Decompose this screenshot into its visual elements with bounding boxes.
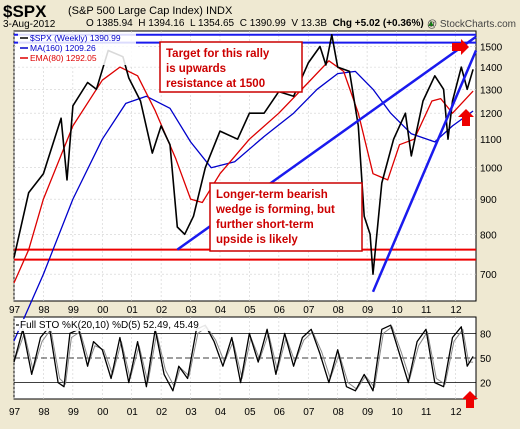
- quote-open: O 1385.94: [86, 18, 133, 29]
- price-x-tick-label: 99: [68, 305, 80, 316]
- sto-x-tick-label: 01: [127, 407, 139, 418]
- sto-x-tick-label: 12: [450, 407, 462, 418]
- price-y-tick-label: 1100: [480, 135, 502, 146]
- sto-x-tick-label: 04: [215, 407, 227, 418]
- sto-x-tick-label: 98: [38, 407, 50, 418]
- price-x-tick-label: 11: [421, 305, 432, 316]
- quote-high: H 1394.16: [138, 18, 185, 29]
- price-y-tick-label: 1000: [480, 164, 503, 175]
- quote-low: L 1354.65: [190, 18, 235, 29]
- legend-entry: EMA(80) 1292.05: [30, 53, 97, 63]
- price-y-tick-label: 1500: [480, 43, 503, 54]
- price-x-tick-label: 12: [450, 305, 462, 316]
- legend-entry: MA(160) 1209.26: [30, 43, 96, 53]
- price-y-tick-label: 700: [480, 270, 497, 281]
- target-annotation-line: Target for this rally: [166, 48, 270, 60]
- price-x-tick-label: 01: [127, 305, 139, 316]
- price-x-tick-label: 04: [215, 305, 227, 316]
- quote-volume: V 13.3B: [291, 18, 327, 29]
- target-annotation-line: is upwards: [166, 63, 226, 75]
- sto-x-tick-label: 10: [392, 407, 404, 418]
- target-annotation-line: resistance at 1500: [166, 78, 265, 90]
- price-x-tick-label: 05: [244, 305, 256, 316]
- price-x-tick-label: 97: [9, 305, 21, 316]
- price-y-tick-label: 900: [480, 195, 497, 206]
- up-arrow-icon: ▲: [426, 18, 436, 28]
- legend-box: [18, 33, 136, 65]
- price-y-tick-label: 800: [480, 230, 497, 241]
- legend-entry: $SPX (Weekly) 1390.99: [30, 33, 121, 43]
- sto-x-tick-label: 07: [303, 407, 315, 418]
- exchange-label: INDX: [206, 5, 233, 17]
- ma-line: [13, 70, 474, 342]
- sto-x-tick-label: 06: [274, 407, 286, 418]
- sto-k-line: [13, 324, 474, 392]
- sto-x-tick-label: 99: [68, 407, 80, 418]
- up-arrow-icon: [458, 109, 474, 126]
- quote-line: O 1385.94 H 1394.16 L 1354.65 C 1390.99 …: [86, 18, 435, 29]
- price-x-tick-label: 08: [333, 305, 345, 316]
- quote-change: Chg +5.02 (+0.36%): [332, 18, 424, 29]
- price-x-tick-label: 02: [156, 305, 168, 316]
- right-arrow-icon: [452, 39, 469, 55]
- price-y-tick-label: 1200: [480, 109, 503, 120]
- wedge-annotation-line: upside is likely: [216, 234, 298, 246]
- price-y-tick-label: 1300: [480, 85, 503, 96]
- ema-line: [13, 60, 474, 284]
- wedge-annotation-line: wedge is forming, but: [215, 204, 335, 216]
- quote-close: C 1390.99: [239, 18, 286, 29]
- price-x-tick-label: 03: [186, 305, 198, 316]
- sto-y-tick-label: 50: [480, 354, 492, 365]
- price-x-tick-label: 07: [303, 305, 315, 316]
- sto-x-tick-label: 02: [156, 407, 168, 418]
- sto-x-tick-label: 05: [244, 407, 256, 418]
- price-x-tick-label: 10: [392, 305, 404, 316]
- sto-x-tick-label: 11: [421, 407, 432, 418]
- target-annotation-box: [159, 41, 303, 93]
- quote-date: 3-Aug-2012: [3, 19, 56, 30]
- price-x-tick-label: 98: [38, 305, 50, 316]
- wedge-annotation-line: further short-term: [216, 219, 314, 231]
- wedge-annotation-box: [209, 182, 363, 252]
- sto-up-arrow-icon: [462, 391, 478, 408]
- sto-title: Full STO %K(20,10) %D(5) 52.49, 45.49: [20, 320, 199, 331]
- price-x-tick-label: 00: [97, 305, 109, 316]
- sto-x-tick-label: 03: [186, 407, 198, 418]
- ticker-subtitle: (S&P 500 Large Cap Index) INDX: [68, 5, 232, 17]
- sto-title-bg: [18, 319, 218, 331]
- sto-y-tick-label: 20: [480, 379, 492, 390]
- price-x-tick-label: 09: [362, 305, 374, 316]
- wedge-trendline: [371, 50, 478, 293]
- sto-y-tick-label: 80: [480, 329, 492, 340]
- sto-x-tick-label: 97: [9, 407, 21, 418]
- wedge-annotation-line: Longer-term bearish: [216, 189, 328, 201]
- sto-x-tick-label: 00: [97, 407, 109, 418]
- price-x-tick-label: 06: [274, 305, 286, 316]
- ticker-title: $SPX: [3, 2, 47, 21]
- sto-x-tick-label: 09: [362, 407, 374, 418]
- credit-label: @ StockCharts.com: [426, 19, 516, 30]
- ticker-name: (S&P 500 Large Cap Index): [68, 5, 203, 17]
- sto-x-tick-label: 08: [333, 407, 345, 418]
- price-y-tick-label: 1400: [480, 63, 503, 74]
